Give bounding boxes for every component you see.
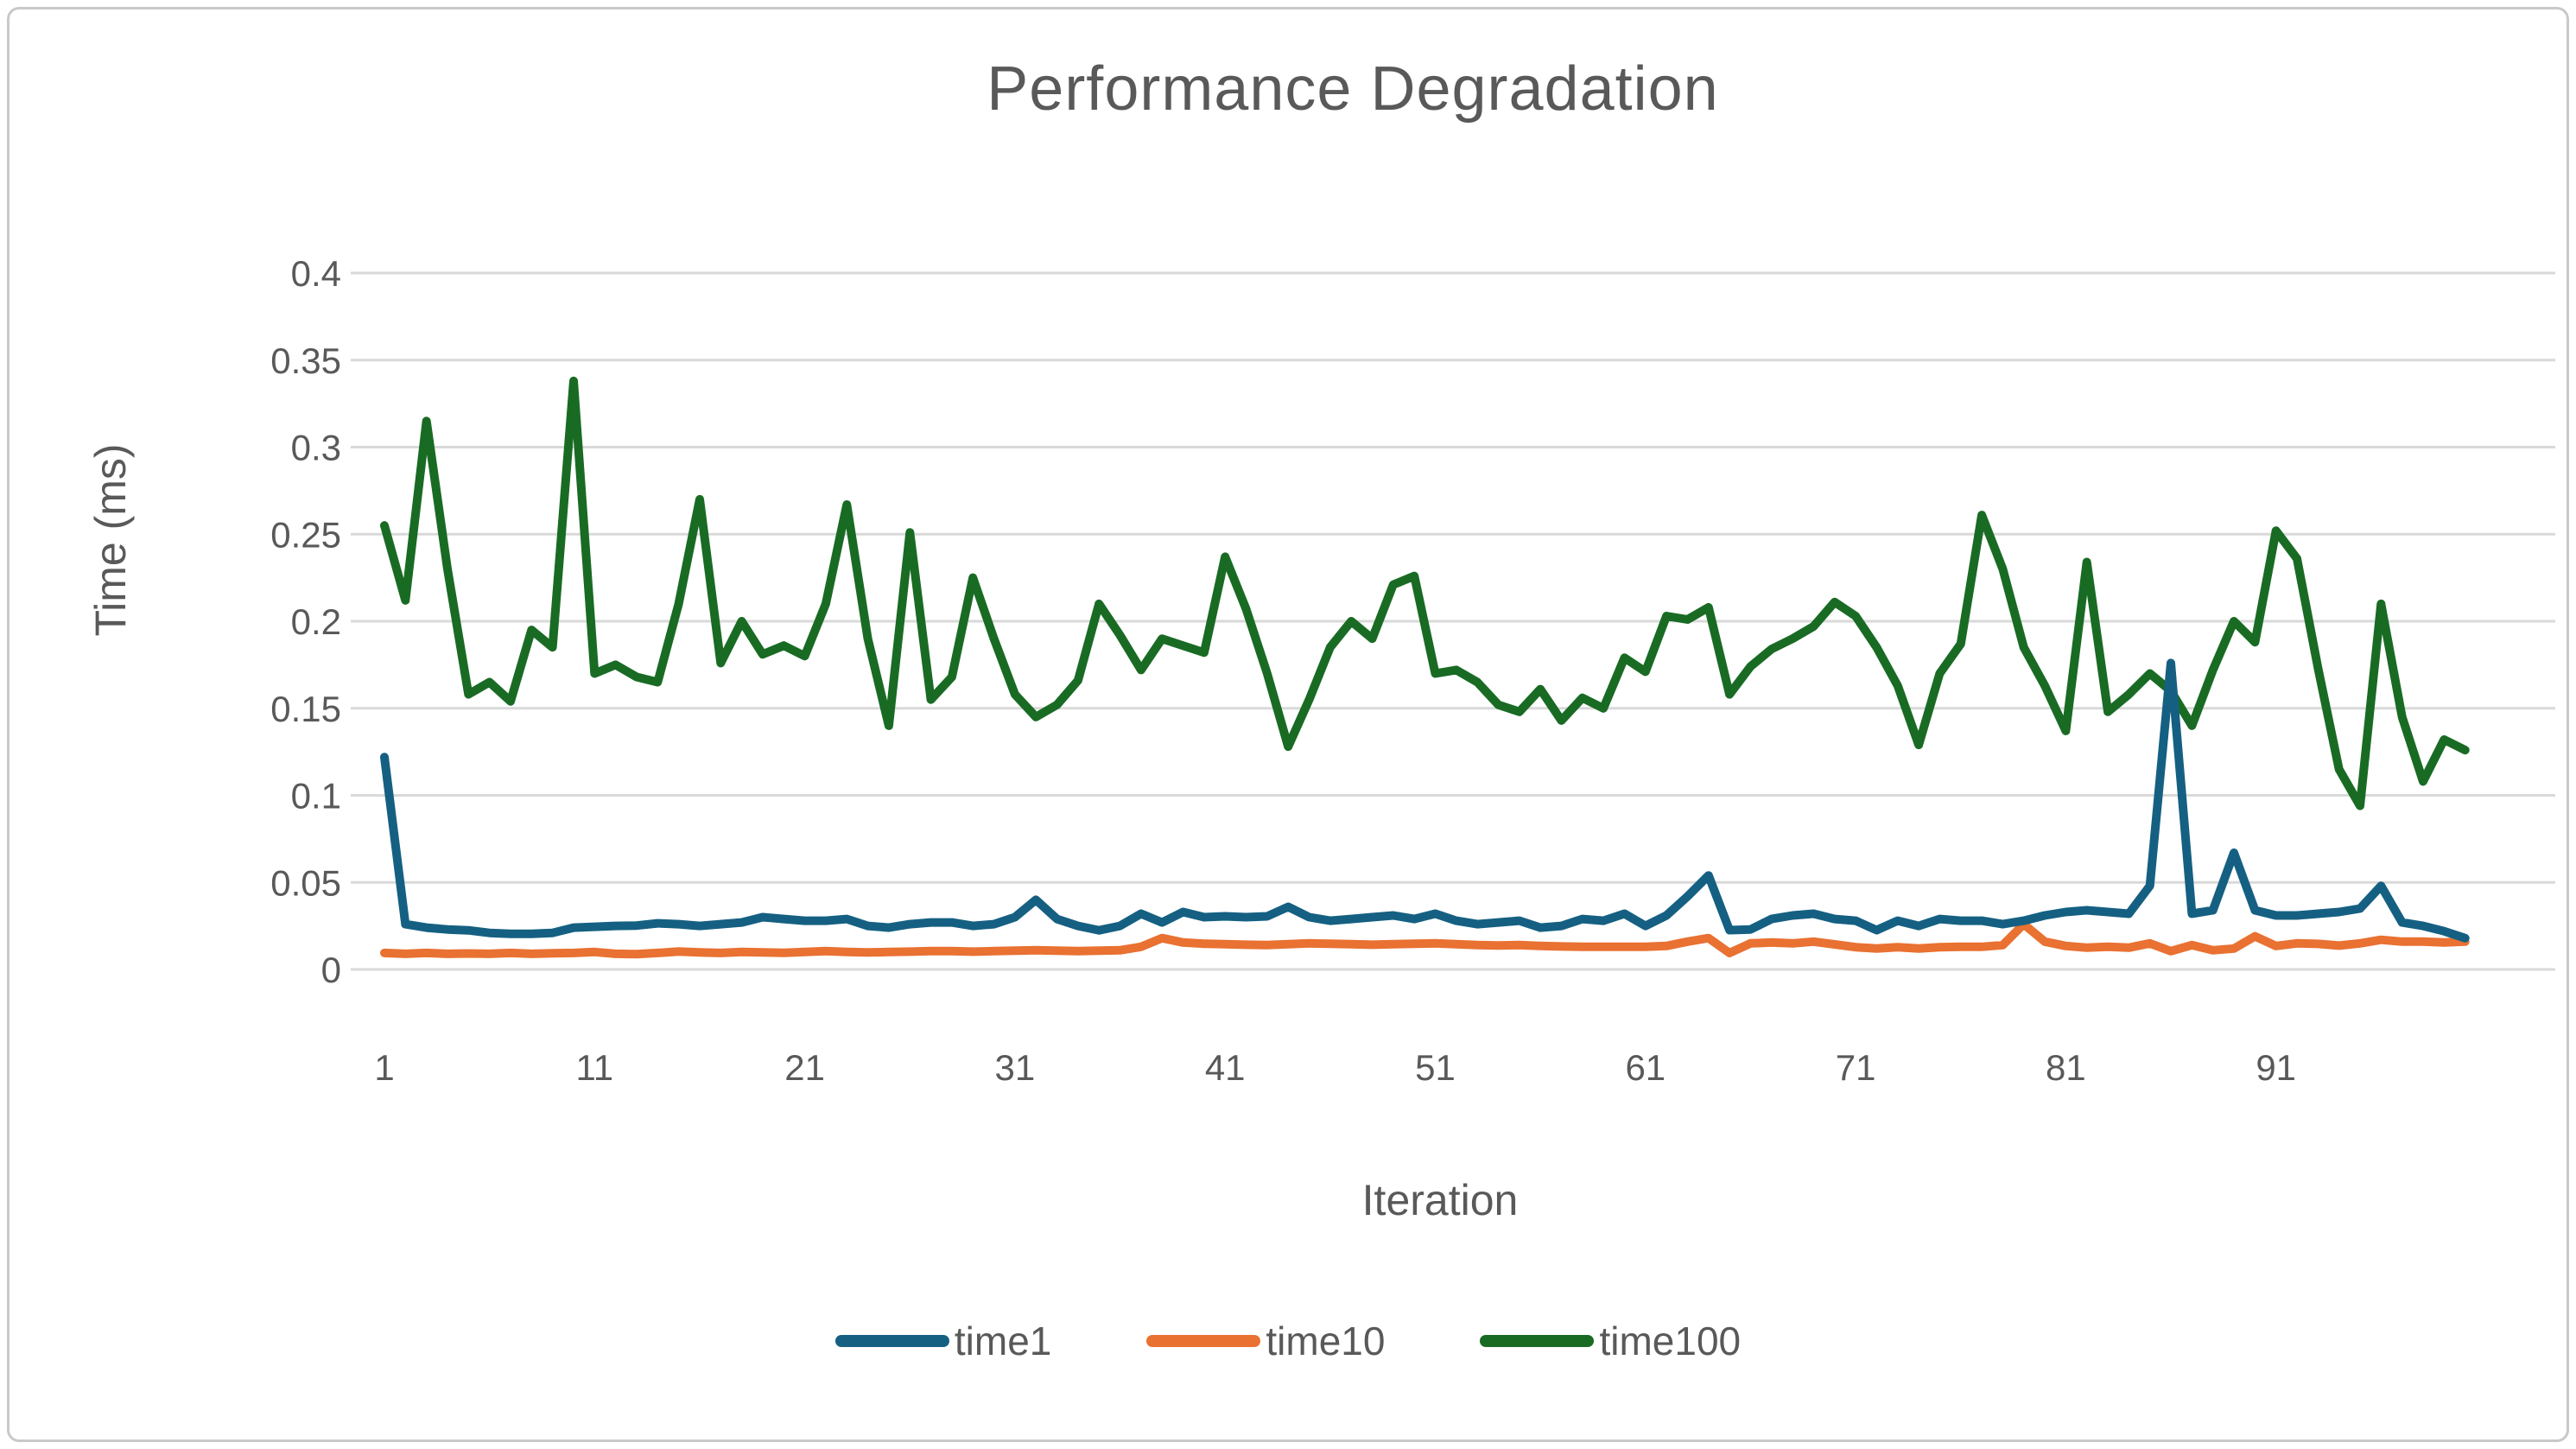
series-line-time1 bbox=[380, 658, 2470, 943]
x-tick-label: 1 bbox=[374, 1047, 394, 1088]
legend-label: time10 bbox=[1266, 1319, 1386, 1363]
time10-line-swatch bbox=[1146, 1335, 1261, 1347]
y-tick-label: 0.15 bbox=[270, 689, 341, 729]
x-tick-label: 91 bbox=[2256, 1047, 2296, 1088]
legend-label: time1 bbox=[954, 1319, 1052, 1363]
y-tick-label: 0.1 bbox=[291, 776, 341, 817]
y-tick-label: 0.25 bbox=[270, 514, 341, 555]
y-tick-label: 0.2 bbox=[291, 601, 341, 642]
x-axis-title: Iteration bbox=[1361, 1176, 1519, 1224]
series-line-time10 bbox=[380, 919, 2470, 959]
legend-item-time1: time1 bbox=[834, 1318, 1052, 1364]
x-tick-label: 81 bbox=[2046, 1047, 2086, 1088]
x-tick-label: 71 bbox=[1836, 1047, 1876, 1088]
y-tick-label: 0.3 bbox=[291, 428, 341, 468]
x-tick-label: 31 bbox=[995, 1047, 1036, 1088]
legend-item-time10: time10 bbox=[1146, 1318, 1385, 1364]
x-tick-label: 51 bbox=[1415, 1047, 1456, 1088]
chart-frame bbox=[7, 7, 2569, 1442]
chart-title: Performance Degradation bbox=[987, 54, 1719, 124]
legend-label: time100 bbox=[1599, 1319, 1742, 1363]
y-tick-label: 0.4 bbox=[291, 253, 341, 294]
y-tick-label: 0 bbox=[321, 950, 341, 990]
y-tick-label: 0.35 bbox=[270, 340, 341, 381]
legend-item-time100: time100 bbox=[1480, 1318, 1741, 1364]
x-tick-label: 11 bbox=[575, 1047, 613, 1088]
legend: time1 time10 time100 bbox=[0, 1318, 2576, 1364]
series-line-time100 bbox=[380, 376, 2470, 810]
x-tick-label: 41 bbox=[1205, 1047, 1246, 1088]
time1-line-swatch bbox=[834, 1335, 949, 1347]
time100-line-swatch bbox=[1480, 1335, 1595, 1347]
x-tick-label: 61 bbox=[1625, 1047, 1666, 1088]
x-tick-label: 21 bbox=[784, 1047, 825, 1088]
y-tick-label: 0.05 bbox=[270, 862, 341, 903]
